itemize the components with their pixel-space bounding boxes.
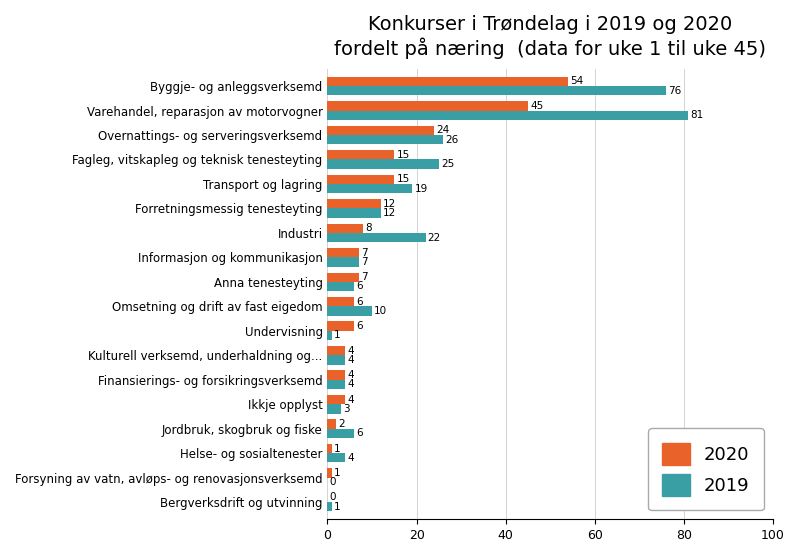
Bar: [327, 453, 346, 462]
Text: 3: 3: [343, 404, 350, 414]
Text: 25: 25: [441, 159, 454, 169]
Bar: [327, 175, 394, 184]
Bar: [327, 346, 346, 355]
Text: 19: 19: [414, 184, 428, 194]
Bar: [327, 355, 346, 365]
Bar: [327, 502, 332, 511]
Text: 1: 1: [334, 443, 341, 453]
Text: 81: 81: [690, 110, 704, 120]
Bar: [327, 101, 528, 110]
Text: 4: 4: [347, 394, 354, 404]
Text: 6: 6: [357, 297, 363, 307]
Text: 4: 4: [347, 379, 354, 389]
Text: 0: 0: [330, 477, 336, 487]
Text: 1: 1: [334, 468, 341, 478]
Text: 2: 2: [338, 419, 346, 429]
Bar: [327, 233, 426, 242]
Bar: [327, 331, 332, 340]
Text: 26: 26: [446, 135, 459, 145]
Text: 45: 45: [530, 101, 543, 111]
Text: 4: 4: [347, 355, 354, 365]
Text: 8: 8: [366, 223, 372, 233]
Bar: [327, 86, 666, 95]
Text: 10: 10: [374, 306, 387, 316]
Text: 6: 6: [357, 321, 363, 331]
Text: 76: 76: [668, 86, 682, 96]
Bar: [327, 380, 346, 389]
Text: 12: 12: [383, 208, 397, 218]
Bar: [327, 297, 354, 306]
Text: 24: 24: [437, 125, 450, 135]
Bar: [327, 419, 336, 429]
Text: 1: 1: [334, 502, 341, 512]
Bar: [327, 199, 381, 208]
Bar: [327, 223, 363, 233]
Bar: [327, 282, 354, 291]
Text: 7: 7: [361, 257, 367, 267]
Text: 15: 15: [397, 150, 410, 160]
Bar: [327, 370, 346, 380]
Title: Konkurser i Trøndelag i 2019 og 2020
fordelt på næring  (data for uke 1 til uke : Konkurser i Trøndelag i 2019 og 2020 for…: [334, 15, 766, 59]
Bar: [327, 126, 434, 135]
Bar: [327, 321, 354, 331]
Bar: [327, 150, 394, 159]
Text: 4: 4: [347, 370, 354, 380]
Bar: [327, 208, 381, 218]
Bar: [327, 184, 412, 193]
Text: 4: 4: [347, 346, 354, 355]
Text: 4: 4: [347, 453, 354, 463]
Text: 12: 12: [383, 199, 397, 209]
Text: 22: 22: [428, 232, 441, 242]
Bar: [327, 272, 358, 282]
Bar: [327, 444, 332, 453]
Legend: 2020, 2019: 2020, 2019: [648, 428, 764, 510]
Text: 6: 6: [357, 281, 363, 291]
Text: 7: 7: [361, 248, 367, 258]
Bar: [327, 306, 372, 316]
Text: 1: 1: [334, 330, 341, 340]
Bar: [327, 404, 341, 413]
Bar: [327, 159, 439, 169]
Bar: [327, 395, 346, 404]
Text: 0: 0: [330, 492, 336, 502]
Bar: [327, 257, 358, 267]
Text: 6: 6: [357, 428, 363, 438]
Bar: [327, 468, 332, 478]
Bar: [327, 110, 689, 120]
Text: 7: 7: [361, 272, 367, 282]
Text: 15: 15: [397, 174, 410, 184]
Bar: [327, 135, 443, 144]
Text: 54: 54: [570, 76, 583, 86]
Bar: [327, 429, 354, 438]
Bar: [327, 248, 358, 257]
Bar: [327, 77, 568, 86]
